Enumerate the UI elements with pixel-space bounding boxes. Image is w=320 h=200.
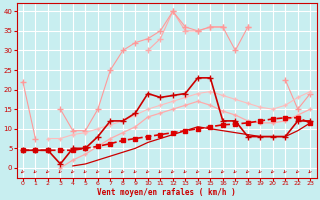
X-axis label: Vent moyen/en rafales ( km/h ): Vent moyen/en rafales ( km/h ) bbox=[97, 188, 236, 197]
